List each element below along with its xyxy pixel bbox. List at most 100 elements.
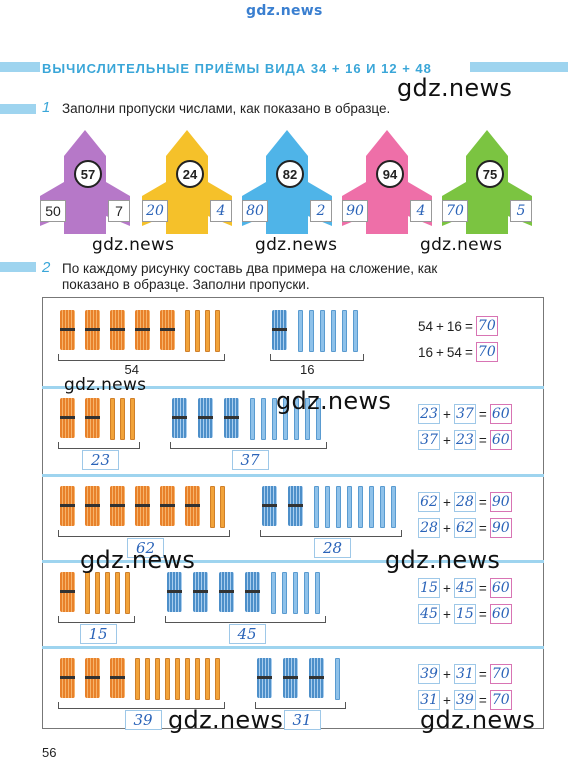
bundle-band bbox=[272, 328, 287, 331]
blue-stick bbox=[314, 486, 319, 528]
watermark: gdz.news bbox=[255, 235, 338, 255]
equation-addend: 16 bbox=[418, 344, 434, 360]
task1-stripe bbox=[0, 104, 36, 114]
equation-addend: 37 bbox=[453, 404, 476, 424]
blue-stick bbox=[353, 310, 358, 352]
bundle-band bbox=[60, 328, 75, 331]
watermark: gdz.news bbox=[420, 235, 503, 255]
count-right: 16 bbox=[300, 362, 315, 377]
count-left: 62 bbox=[127, 538, 165, 558]
rocket-center-number: 82 bbox=[276, 160, 304, 188]
equation-addend: 45 bbox=[453, 578, 476, 598]
bundle-band bbox=[198, 416, 213, 419]
equals-sign: = bbox=[478, 406, 487, 422]
watermark: gdz.news bbox=[397, 74, 513, 102]
blue-stick bbox=[272, 398, 277, 440]
count-right: 37 bbox=[231, 450, 269, 470]
orange-stick bbox=[205, 658, 210, 700]
bundle-band bbox=[224, 416, 239, 419]
bundle-band bbox=[85, 504, 100, 507]
equation-addend: 54 bbox=[446, 344, 462, 360]
orange-stick bbox=[120, 398, 125, 440]
page-number: 56 bbox=[42, 745, 57, 760]
plus-sign: + bbox=[443, 606, 451, 622]
equation: 15 +45 = 60 bbox=[418, 578, 512, 598]
bundle-band bbox=[172, 416, 187, 419]
equals-sign: = bbox=[478, 432, 487, 448]
bundle-band bbox=[135, 328, 150, 331]
bundle-band bbox=[60, 504, 75, 507]
bracket-left bbox=[58, 530, 230, 537]
equation-result: 70 bbox=[489, 664, 512, 684]
equation: 39 +31 = 70 bbox=[418, 664, 512, 684]
watermark: gdz.news bbox=[276, 387, 392, 415]
rocket-center-number: 57 bbox=[74, 160, 102, 188]
equation-addend: 23 bbox=[453, 430, 476, 450]
blue-stick bbox=[391, 486, 396, 528]
equals-sign: = bbox=[478, 692, 487, 708]
watermark: gdz.news bbox=[168, 706, 284, 734]
orange-stick bbox=[195, 310, 200, 352]
blue-stick bbox=[282, 572, 287, 614]
equation-addend: 15 bbox=[418, 578, 440, 598]
equals-sign: = bbox=[478, 520, 487, 536]
bracket-right bbox=[255, 702, 346, 709]
equation-result: 60 bbox=[489, 430, 512, 450]
orange-stick bbox=[145, 658, 150, 700]
row-separator bbox=[42, 474, 544, 477]
rocket-center-number: 75 bbox=[476, 160, 504, 188]
blue-stick bbox=[271, 572, 276, 614]
orange-stick bbox=[215, 658, 220, 700]
count-left: 54 bbox=[124, 362, 139, 377]
blue-stick bbox=[309, 310, 314, 352]
rocket-center-number: 24 bbox=[176, 160, 204, 188]
plus-sign: + bbox=[443, 494, 451, 510]
equation-addend: 54 bbox=[418, 318, 434, 334]
blue-stick bbox=[369, 486, 374, 528]
title-stripe-right bbox=[470, 62, 568, 72]
blue-stick bbox=[293, 572, 298, 614]
bracket-right bbox=[260, 530, 402, 537]
bundle-band bbox=[110, 676, 125, 679]
orange-stick bbox=[85, 572, 90, 614]
task2-number: 2 bbox=[42, 259, 51, 276]
bundle-band bbox=[283, 676, 298, 679]
rocket: 24 20 4 bbox=[142, 130, 232, 238]
bundle-band bbox=[160, 504, 175, 507]
equation: 31 +39 = 70 bbox=[418, 690, 512, 710]
equation-addend: 62 bbox=[418, 492, 440, 512]
watermark: gdz.news bbox=[64, 375, 147, 395]
bracket-left bbox=[58, 354, 225, 361]
watermark: gdz.news bbox=[80, 546, 196, 574]
task1-number: 1 bbox=[42, 99, 51, 116]
orange-stick bbox=[210, 486, 215, 528]
bracket-left bbox=[58, 442, 140, 449]
rocket-left-number: 50 bbox=[40, 200, 66, 222]
rocket: 57 50 7 bbox=[40, 130, 130, 238]
equation: 28 +62 = 90 bbox=[418, 518, 512, 538]
bundle-band bbox=[60, 416, 75, 419]
equation: 37 +23 = 60 bbox=[418, 430, 512, 450]
bracket-right bbox=[170, 442, 327, 449]
count-left: 15 bbox=[79, 624, 117, 644]
bundle-band bbox=[167, 590, 182, 593]
orange-stick bbox=[155, 658, 160, 700]
rocket-left-number: 20 bbox=[142, 200, 168, 222]
blue-stick bbox=[250, 398, 255, 440]
orange-stick bbox=[205, 310, 210, 352]
rocket-left-number: 70 bbox=[442, 200, 468, 222]
orange-stick bbox=[220, 486, 225, 528]
row-separator bbox=[42, 560, 544, 563]
equation-result: 60 bbox=[489, 404, 512, 424]
watermark: gdz.news bbox=[420, 706, 536, 734]
blue-stick bbox=[283, 398, 288, 440]
blue-stick bbox=[331, 310, 336, 352]
bracket-right bbox=[270, 354, 364, 361]
section-title: ВЫЧИСЛИТЕЛЬНЫЕ ПРИЁМЫ ВИДА 34 + 16 И 12 … bbox=[42, 61, 432, 76]
rocket-left-number: 80 bbox=[242, 200, 268, 222]
equation-result: 60 bbox=[489, 578, 512, 598]
count-right: 45 bbox=[228, 624, 266, 644]
equals-sign: = bbox=[478, 666, 487, 682]
rocket: 75 70 5 bbox=[442, 130, 532, 238]
equals-sign: = bbox=[478, 494, 487, 510]
